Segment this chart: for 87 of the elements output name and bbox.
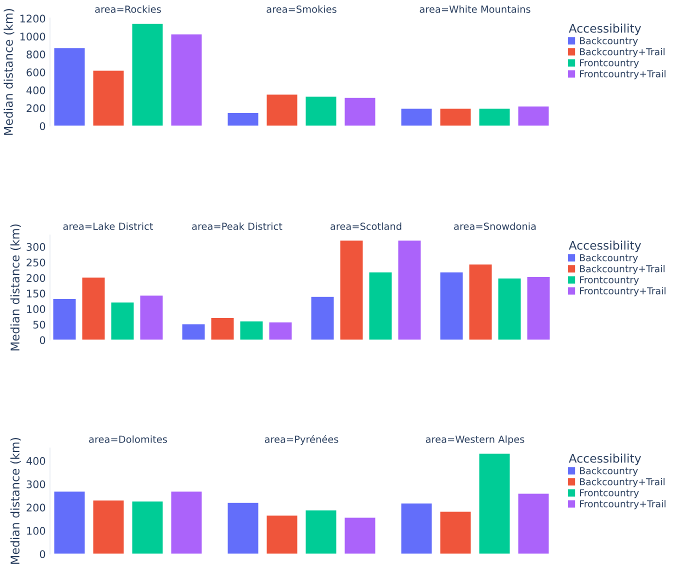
- text: area=Scotland: [330, 222, 402, 230]
- legend-label: Frontcountry+Trail: [580, 287, 666, 296]
- y-tick-label: 300: [26, 480, 46, 488]
- bar: [92, 70, 124, 126]
- bar: [54, 490, 86, 554]
- legend-label: Backcountry+Trail: [580, 265, 664, 274]
- text: area=Peak District: [192, 222, 282, 230]
- bar: [266, 514, 298, 554]
- bar: [400, 108, 432, 126]
- bar: [132, 23, 164, 126]
- legend-label: Backcountry+Trail: [580, 478, 664, 488]
- bar: [132, 500, 164, 554]
- bar: [182, 323, 206, 340]
- y-tick-label: 200: [26, 274, 46, 282]
- y-tick-label: 200: [26, 504, 46, 512]
- legend-label: Frontcountry+Trail: [580, 500, 666, 510]
- bar: [468, 264, 492, 340]
- y-axis-title: Median distance (km): [4, 9, 14, 135]
- legend-label: Frontcountry+Trail: [580, 70, 666, 80]
- text: area=White Mountains: [420, 5, 530, 13]
- y-tick-label: 400: [26, 457, 46, 465]
- y-tick-label: 1000: [20, 32, 46, 40]
- y-axis-title: Median distance (km): [10, 224, 21, 350]
- bar: [344, 97, 376, 126]
- bar: [310, 296, 334, 340]
- bar: [305, 510, 337, 554]
- bar: [210, 317, 234, 340]
- bar: [82, 276, 106, 340]
- legend-label: Frontcountry: [580, 489, 639, 498]
- bar: [440, 272, 464, 340]
- legend-title: Accessibility: [568, 454, 642, 466]
- y-tick-label: 800: [26, 50, 46, 58]
- text: area=Rockies: [95, 5, 161, 13]
- y-tick-label: 1200: [20, 14, 46, 23]
- bar: [344, 517, 376, 554]
- bar: [398, 240, 422, 340]
- text: area=Western Alpes: [426, 435, 524, 445]
- y-tick-label: 0: [40, 336, 46, 344]
- y-tick-label: 0: [40, 550, 46, 558]
- bar: [478, 108, 510, 126]
- text: area=Dolomites: [89, 435, 167, 443]
- text: area=Snowdonia: [454, 222, 536, 230]
- bar: [227, 112, 259, 126]
- bar: [368, 272, 392, 340]
- legend-label: Frontcountry: [580, 59, 639, 68]
- bar: [526, 276, 550, 340]
- y-tick-label: 300: [26, 243, 46, 251]
- bar: [518, 493, 550, 554]
- bar: [110, 302, 134, 340]
- legend-label: Backcountry: [580, 36, 638, 46]
- legend-title: Accessibility: [568, 24, 642, 36]
- bar: [440, 511, 472, 554]
- legend-label: Backcountry+Trail: [580, 48, 664, 58]
- bar: [400, 502, 432, 554]
- legend-label: Backcountry: [580, 254, 638, 264]
- y-tick-label: 150: [27, 290, 46, 298]
- y-tick-label: 400: [26, 86, 46, 94]
- y-tick-label: 600: [26, 68, 46, 76]
- bar: [340, 240, 364, 340]
- y-tick-label: 200: [26, 104, 46, 112]
- y-tick-label: 100: [27, 305, 46, 314]
- legend-title: Accessibility: [568, 240, 642, 252]
- y-tick-label: 50: [33, 320, 46, 329]
- legend-label: Backcountry: [580, 466, 638, 476]
- bar: [305, 96, 337, 126]
- bar: [440, 108, 472, 126]
- bar: [140, 294, 164, 340]
- bar: [227, 502, 259, 554]
- text: area=Smokies: [266, 5, 336, 13]
- y-tick-label: 250: [26, 258, 46, 266]
- y-tick-label: 100: [27, 526, 46, 535]
- legend-label: Frontcountry: [580, 276, 639, 286]
- bar: [54, 47, 86, 126]
- bar: [268, 322, 292, 340]
- y-tick-label: 0: [40, 122, 46, 130]
- bar: [170, 490, 202, 554]
- bar: [52, 298, 76, 340]
- bar: [498, 278, 522, 340]
- bar: [266, 94, 298, 126]
- y-axis-title: Median distance (km): [10, 438, 21, 564]
- text: area=Pyrénées: [264, 435, 338, 445]
- bar: [240, 320, 264, 340]
- bar: [92, 500, 124, 554]
- text: area=Lake District: [63, 222, 153, 230]
- bar: [518, 106, 550, 126]
- bar: [478, 453, 510, 554]
- bar: [170, 34, 202, 126]
